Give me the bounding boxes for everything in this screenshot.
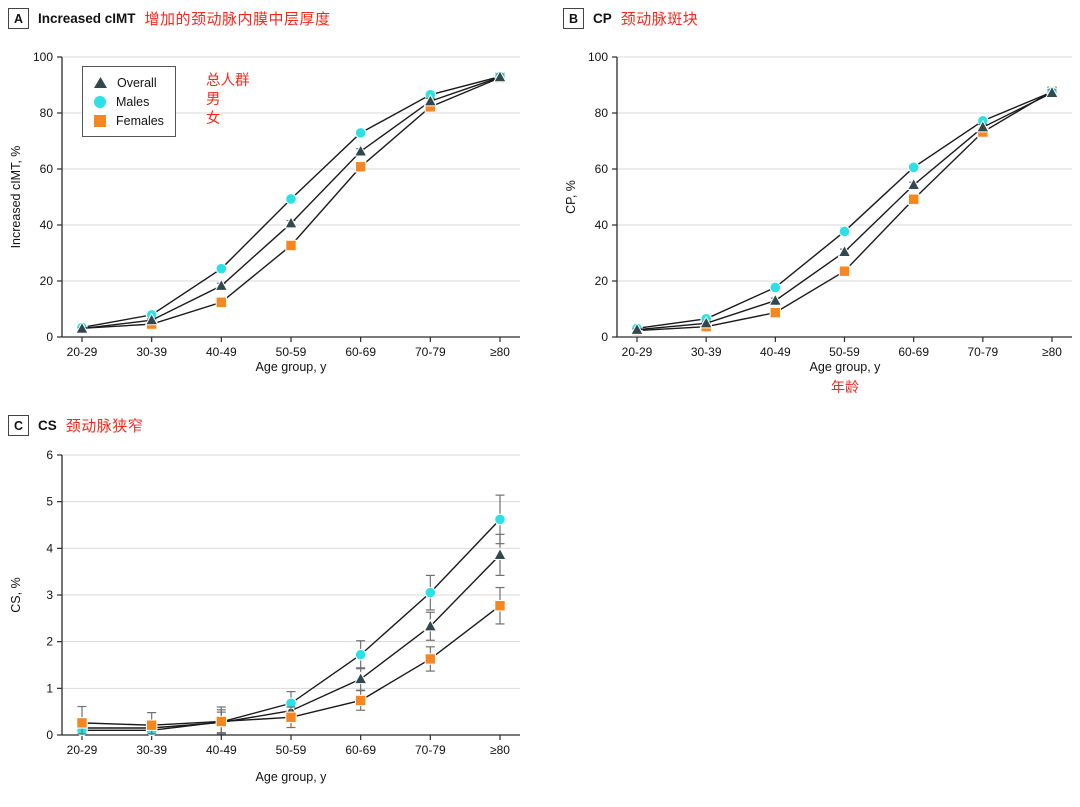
- svg-text:40-49: 40-49: [206, 345, 237, 359]
- panel-b-chart: 0 20 40 60 80 100 20-29 30-39 40-49 50-59 60-69 70-…: [588, 50, 1072, 359]
- panel-b: B CP 颈动脉斑块 CP, % 0 20 40 60 80 100 20-29 30-39 4…: [555, 0, 1080, 400]
- svg-text:100: 100: [588, 50, 608, 64]
- svg-text:60: 60: [595, 162, 609, 176]
- svg-text:50-59: 50-59: [829, 345, 860, 359]
- legend-label-females: Females: [116, 113, 164, 128]
- svg-text:60: 60: [40, 162, 54, 176]
- legend-label-females-chinese: 女: [206, 111, 221, 127]
- svg-text:4: 4: [46, 541, 53, 555]
- svg-text:60-69: 60-69: [345, 345, 376, 359]
- panel-c-header: C CS 颈动脉狭窄: [8, 415, 143, 436]
- legend-label-males-chinese: 男: [206, 92, 221, 108]
- svg-text:70-79: 70-79: [967, 345, 998, 359]
- svg-text:60-69: 60-69: [345, 743, 376, 757]
- svg-text:40: 40: [40, 218, 54, 232]
- svg-text:20-29: 20-29: [67, 345, 98, 359]
- panel-b-letter: B: [563, 8, 584, 29]
- males-circle-icon: [94, 95, 106, 108]
- svg-text:40-49: 40-49: [760, 345, 791, 359]
- svg-text:20: 20: [40, 274, 54, 288]
- svg-text:40-49: 40-49: [206, 743, 237, 757]
- svg-text:2: 2: [46, 635, 53, 649]
- panel-a-chart: 0 20 40 60 80 100 20-29 30-39 40-49 50-59 60-69 70-…: [33, 50, 520, 359]
- panel-b-title: CP: [593, 11, 612, 26]
- legend-label-males: Males: [116, 94, 150, 109]
- svg-text:20: 20: [595, 274, 609, 288]
- svg-text:0: 0: [46, 728, 53, 742]
- panel-a: A Increased cIMT 增加的颈动脉内膜中层厚度 Increased …: [0, 0, 540, 400]
- legend-item-overall: Overall: [94, 75, 164, 90]
- legend-label-overall: Overall: [117, 75, 157, 90]
- panel-c-letter: C: [8, 415, 29, 436]
- legend-item-males: Males: [94, 94, 164, 109]
- svg-text:≥80: ≥80: [1042, 345, 1062, 359]
- panel-b-x-axis-label-chinese: 年龄: [831, 379, 859, 395]
- legend-label-overall-chinese: 总人群: [206, 73, 250, 89]
- panel-a-header: A Increased cIMT 增加的颈动脉内膜中层厚度: [8, 8, 331, 29]
- panel-a-title: Increased cIMT: [38, 11, 136, 26]
- panel-a-letter: A: [8, 8, 29, 29]
- svg-text:80: 80: [595, 106, 609, 120]
- legend-item-females: Females: [94, 113, 164, 128]
- svg-text:6: 6: [46, 448, 53, 462]
- panel-c-title-chinese: 颈动脉狭窄: [65, 418, 144, 435]
- panel-a-x-axis-label: Age group, y: [255, 360, 327, 374]
- panel-a-title-chinese: 增加的颈动脉内膜中层厚度: [144, 11, 331, 28]
- svg-text:30-39: 30-39: [136, 743, 167, 757]
- svg-text:80: 80: [40, 106, 54, 120]
- panel-b-title-chinese: 颈动脉斑块: [620, 11, 699, 28]
- svg-text:70-79: 70-79: [415, 743, 446, 757]
- svg-text:1: 1: [46, 681, 53, 695]
- svg-text:0: 0: [601, 330, 608, 344]
- overall-triangle-icon: [94, 77, 107, 88]
- legend-chinese-labels: 总人群 男 女: [206, 74, 250, 127]
- svg-text:50-59: 50-59: [276, 345, 307, 359]
- svg-text:3: 3: [46, 588, 53, 602]
- svg-text:60-69: 60-69: [898, 345, 929, 359]
- svg-text:≥80: ≥80: [490, 743, 510, 757]
- svg-text:20-29: 20-29: [622, 345, 653, 359]
- svg-text:5: 5: [46, 495, 53, 509]
- svg-text:40: 40: [595, 218, 609, 232]
- panel-c-x-axis-label: Age group, y: [255, 770, 327, 784]
- svg-text:30-39: 30-39: [691, 345, 722, 359]
- svg-text:50-59: 50-59: [276, 743, 307, 757]
- svg-text:100: 100: [33, 50, 53, 64]
- svg-text:0: 0: [46, 330, 53, 344]
- panel-b-header: B CP 颈动脉斑块: [563, 8, 698, 29]
- svg-text:70-79: 70-79: [415, 345, 446, 359]
- females-square-icon: [94, 114, 106, 127]
- panel-b-x-axis-label: Age group, y: [809, 360, 881, 374]
- legend: Overall Males Females: [82, 66, 176, 137]
- svg-text:≥80: ≥80: [490, 345, 510, 359]
- panel-c-chart: 0 1 2 3 4 5 6 20-29 30-39 40-49 50-59 60-69 70-79 ≥80: [46, 448, 520, 757]
- panel-c: C CS 颈动脉狭窄 CS, % 0 1 2 3 4 5 6 20-29 30-39 40-49 5…: [0, 405, 540, 807]
- panel-c-title: CS: [38, 418, 57, 433]
- svg-text:20-29: 20-29: [67, 743, 98, 757]
- svg-text:30-39: 30-39: [136, 345, 167, 359]
